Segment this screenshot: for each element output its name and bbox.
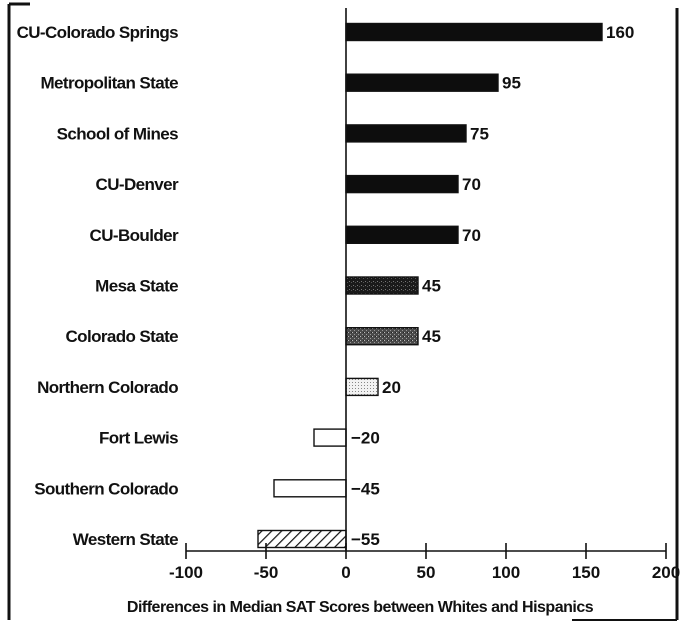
value-label: 95 (502, 74, 521, 93)
value-label: −45 (351, 479, 380, 498)
category-label: CU-Colorado Springs (17, 23, 179, 42)
value-label: 70 (462, 226, 481, 245)
x-tick-label: 0 (341, 563, 350, 582)
bar-western-state (257, 529, 347, 549)
bar-cu-colorado-springs (345, 22, 603, 42)
category-label: Southern Colorado (34, 479, 178, 498)
value-label: 45 (422, 277, 441, 296)
x-tick-label: 200 (652, 563, 680, 582)
bar-cu-boulder (345, 225, 459, 245)
value-label: 75 (470, 124, 489, 143)
category-label: Mesa State (95, 277, 178, 296)
category-label: Colorado State (65, 327, 178, 346)
bars (257, 22, 603, 549)
value-label: 45 (422, 327, 441, 346)
bar-northern-colorado (345, 377, 379, 397)
x-axis-title: Differences in Median SAT Scores between… (127, 599, 594, 616)
bar-school-of-mines (345, 124, 467, 143)
x-tick-label: -100 (169, 563, 203, 582)
category-label: Fort Lewis (99, 429, 178, 448)
value-label: −20 (351, 429, 380, 448)
value-label: −55 (351, 530, 380, 549)
x-tick-label: 50 (417, 563, 436, 582)
bar-mesa-state (345, 276, 419, 295)
x-tick-label: -50 (254, 563, 279, 582)
category-label: Western State (73, 530, 178, 549)
category-label: CU-Boulder (90, 226, 179, 245)
x-axis: -100 -50 0 50 100 150 200 (169, 8, 680, 582)
x-tick-label: 150 (572, 563, 600, 582)
x-tick-label: 100 (492, 563, 520, 582)
bar-metropolitan-state (345, 73, 499, 92)
value-label: 160 (606, 23, 634, 42)
bar-southern-colorado (273, 479, 347, 498)
category-label: CU-Denver (96, 175, 179, 194)
bar-fort-lewis (313, 428, 347, 447)
value-labels: 160 95 75 70 70 45 45 20 −20 −45 −55 (351, 23, 634, 549)
value-label: 20 (382, 378, 401, 397)
value-label: 70 (462, 175, 481, 194)
category-labels: CU-Colorado Springs Metropolitan State Sch… (17, 23, 180, 549)
category-label: School of Mines (57, 124, 178, 143)
category-label: Metropolitan State (41, 74, 179, 93)
bar-colorado-state (345, 327, 419, 346)
category-label: Northern Colorado (37, 378, 178, 397)
bar-cu-denver (345, 174, 459, 194)
